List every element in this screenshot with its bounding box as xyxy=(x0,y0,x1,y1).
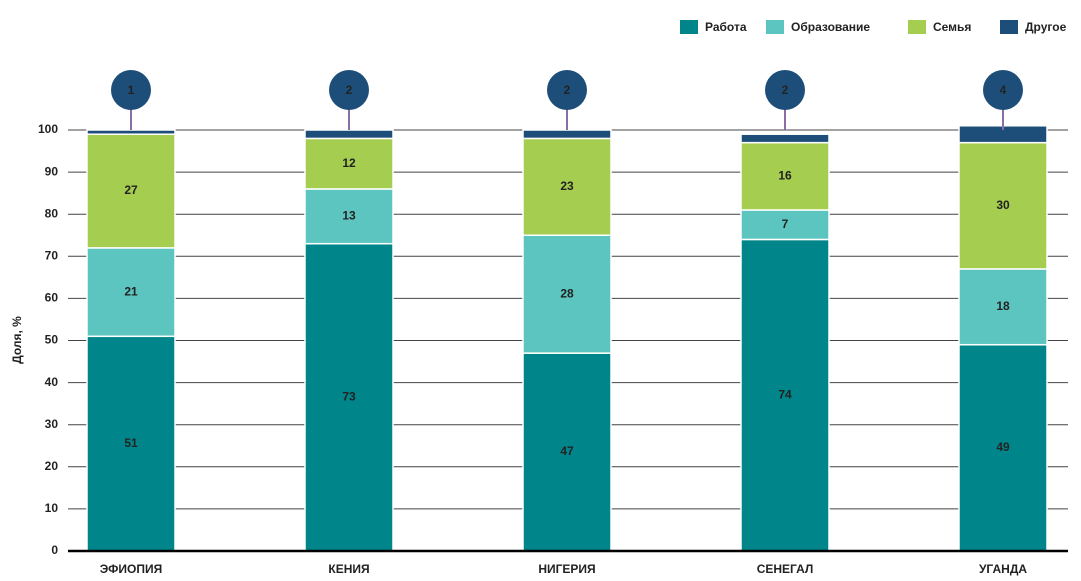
legend-swatch xyxy=(1000,20,1018,34)
data-label: 23 xyxy=(560,179,574,193)
callout-circle xyxy=(111,70,151,110)
x-tick-label: ЭФИОПИЯ xyxy=(100,562,162,576)
callout-circle xyxy=(765,70,805,110)
x-tick-label: КЕНИЯ xyxy=(328,562,369,576)
bar-segment xyxy=(86,247,176,338)
legend-label: Образование xyxy=(791,20,870,34)
data-label: 18 xyxy=(996,299,1010,313)
y-tick-label: 10 xyxy=(45,501,59,515)
bar-segment xyxy=(958,343,1048,552)
bar-segment xyxy=(86,335,176,552)
y-tick-label: 90 xyxy=(45,164,59,178)
bar-segment xyxy=(522,352,612,552)
bar-segment xyxy=(86,133,176,249)
data-label: 21 xyxy=(124,284,138,298)
bar-segment xyxy=(740,209,830,241)
legend-label: Работа xyxy=(705,20,747,34)
data-label: 16 xyxy=(778,168,792,182)
y-tick-label: 60 xyxy=(45,291,59,305)
bar-segment xyxy=(740,238,830,552)
data-label: 49 xyxy=(996,440,1010,454)
data-label: 13 xyxy=(342,208,356,222)
y-axis-label: Доля, % xyxy=(10,316,24,364)
x-tick-label: УГАНДА xyxy=(979,562,1027,576)
legend-label: Другое xyxy=(1025,20,1067,34)
y-tick-label: 80 xyxy=(45,206,59,220)
data-label: 2 xyxy=(564,83,571,97)
bar-segment xyxy=(522,137,612,236)
y-tick-label: 100 xyxy=(38,122,58,136)
legend-swatch xyxy=(680,20,698,34)
data-label: 28 xyxy=(560,286,574,300)
bar-segment xyxy=(740,141,830,211)
legend-label: Семья xyxy=(933,20,971,34)
callout-circle xyxy=(983,70,1023,110)
x-tick-label: СЕНЕГАЛ xyxy=(757,562,814,576)
callout-circle xyxy=(329,70,369,110)
data-label: 51 xyxy=(124,436,138,450)
data-label: 1 xyxy=(128,83,135,97)
bar-segment xyxy=(958,268,1048,346)
y-tick-label: 50 xyxy=(45,333,59,347)
data-label: 47 xyxy=(560,444,574,458)
y-tick-label: 40 xyxy=(45,375,59,389)
bar-segment xyxy=(304,129,394,140)
y-tick-label: 30 xyxy=(45,417,59,431)
data-label: 73 xyxy=(342,390,356,404)
legend-swatch xyxy=(766,20,784,34)
legend-swatch xyxy=(908,20,926,34)
data-label: 7 xyxy=(782,217,789,231)
callout-circle xyxy=(547,70,587,110)
y-tick-label: 70 xyxy=(45,248,59,262)
data-label: 27 xyxy=(124,183,138,197)
bar-segment xyxy=(522,129,612,140)
data-label: 30 xyxy=(996,198,1010,212)
x-tick-label: НИГЕРИЯ xyxy=(538,562,595,576)
data-label: 12 xyxy=(342,156,356,170)
data-label: 74 xyxy=(778,387,792,401)
data-label: 2 xyxy=(346,83,353,97)
y-tick-label: 0 xyxy=(51,543,58,557)
data-label: 2 xyxy=(782,83,789,97)
y-tick-label: 20 xyxy=(45,459,59,473)
bar-segment xyxy=(304,188,394,245)
data-label: 4 xyxy=(1000,83,1007,97)
bar-segment xyxy=(958,141,1048,270)
bar-segment xyxy=(740,133,830,144)
bar-segment xyxy=(304,137,394,190)
bar-segment xyxy=(86,129,176,135)
